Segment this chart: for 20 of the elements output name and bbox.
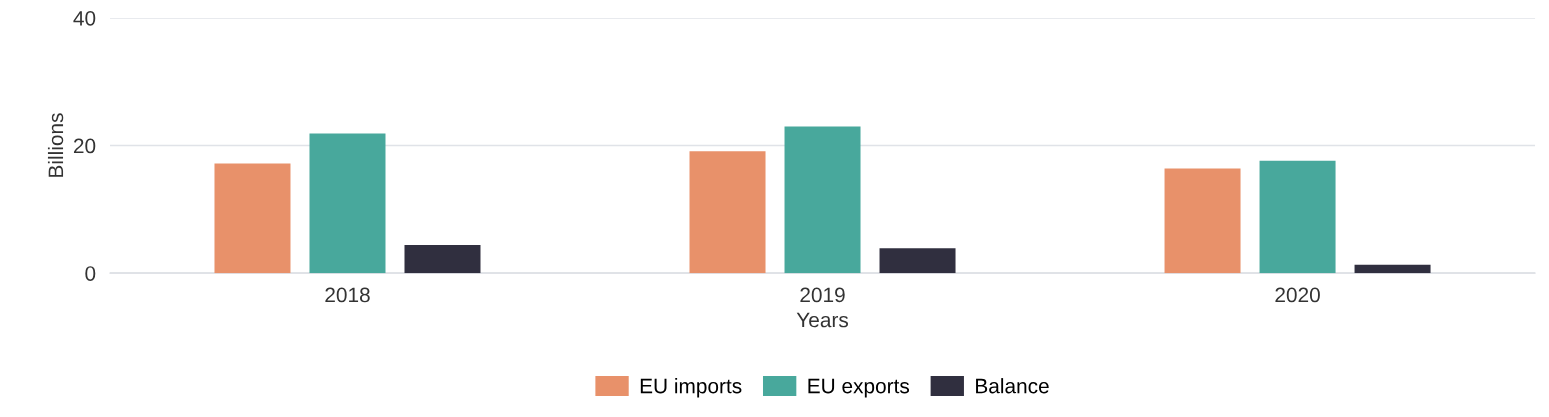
y-tick-label: 40 bbox=[73, 10, 96, 26]
legend-label: EU imports bbox=[640, 378, 742, 398]
bar bbox=[689, 151, 766, 274]
bar bbox=[214, 163, 291, 274]
legend-label: Balance bbox=[976, 378, 1049, 394]
y-axis-title: Billions bbox=[47, 113, 64, 177]
bar bbox=[1164, 168, 1241, 274]
legend-label: EU exports bbox=[808, 378, 910, 398]
bar bbox=[784, 126, 861, 274]
bar bbox=[1354, 264, 1431, 274]
x-tick-label: 2020 bbox=[1275, 287, 1320, 303]
y-tick-label: 20 bbox=[73, 138, 96, 154]
bar bbox=[1259, 160, 1336, 274]
bar bbox=[309, 133, 386, 274]
x-tick-label: 2019 bbox=[800, 287, 845, 303]
y-tick-label: 0 bbox=[85, 266, 96, 281]
bar bbox=[404, 245, 481, 274]
x-tick-label: 2018 bbox=[325, 287, 370, 303]
x-axis-title: Years bbox=[796, 312, 849, 328]
bar bbox=[879, 248, 956, 274]
